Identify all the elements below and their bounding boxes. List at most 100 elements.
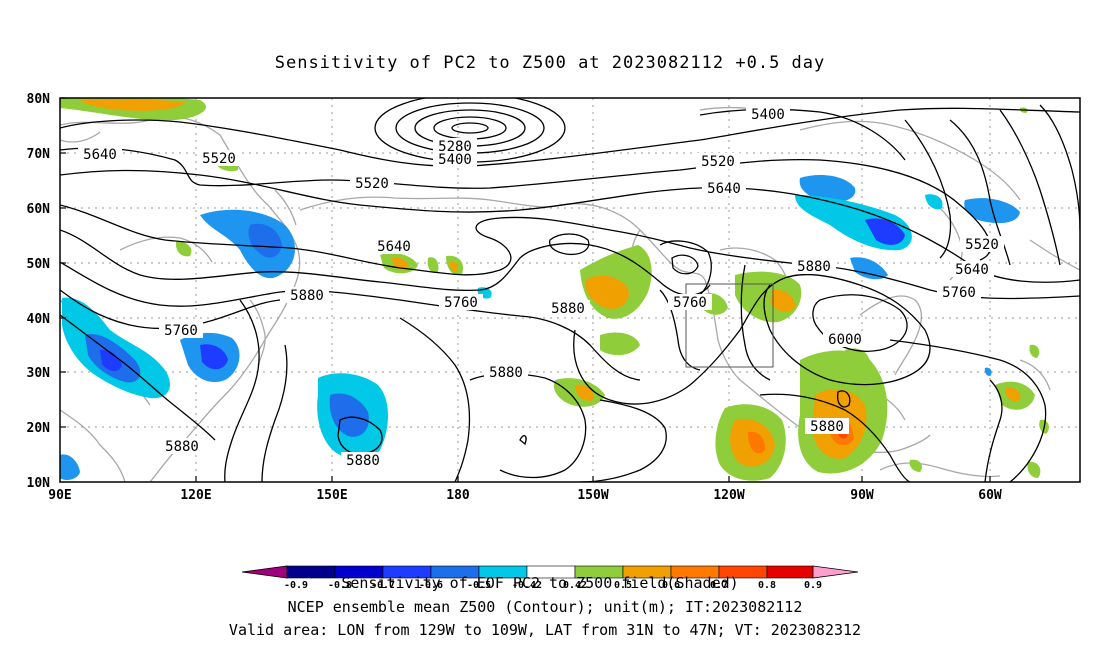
lat-label: 80N: [27, 92, 51, 107]
contour-label: 5400: [746, 106, 790, 123]
svg-text:5760: 5760: [942, 285, 976, 301]
colorbar-tick-label: 0.42: [563, 580, 587, 591]
lon-label: 150E: [316, 488, 347, 503]
svg-text:6000: 6000: [828, 332, 862, 348]
positive-patch: [909, 459, 922, 472]
colorbar-tick-label: 0.9: [804, 580, 822, 591]
positive-patch: [600, 332, 640, 356]
positive-patch: [1005, 387, 1021, 402]
lon-labels: 90E 120E 150E 180 150W 120W 90W 60W: [48, 488, 1002, 503]
contour-label: 5880: [546, 300, 590, 317]
colorbar-tick-label: 0.5: [614, 580, 632, 591]
contour-label: 6000: [823, 331, 867, 348]
svg-text:5760: 5760: [673, 295, 707, 311]
negative-patch: [200, 344, 228, 370]
footer-line-2: NCEP ensemble mean Z500 (Contour); unit(…: [288, 598, 803, 616]
positive-patch: [575, 384, 595, 401]
negative-patch: [865, 218, 905, 245]
negative-patch: [799, 175, 856, 202]
contour-label: 5760: [439, 294, 483, 311]
colorbar-swatch: [286, 565, 336, 579]
axis-ticks: [60, 97, 991, 482]
positive-patch: [80, 98, 185, 111]
colorbar-tick-label: -0.42: [512, 580, 542, 591]
footer: Sensitivity of EOF PC2 to Z500 field(Sha…: [229, 574, 861, 639]
lat-label: 30N: [27, 366, 51, 381]
positive-patch: [845, 348, 871, 374]
lat-labels: 80N 70N 60N 50N 40N 30N 20N 10N: [27, 92, 51, 491]
svg-text:5640: 5640: [955, 262, 989, 278]
contour-label: 5880: [792, 258, 836, 275]
contour-label: 5520: [350, 175, 394, 192]
positive-patch: [1029, 344, 1040, 358]
contour-label: 5640: [372, 238, 416, 255]
footer-line-1: Sensitivity of EOF PC2 to Z500 field(Sha…: [341, 574, 738, 592]
contour-label: 5520: [960, 236, 1004, 253]
lon-label: 60W: [978, 488, 1002, 503]
map-border: [59, 97, 1081, 483]
colorbar-tick-label: -0.7: [371, 580, 395, 591]
contour-label: 5880: [160, 438, 204, 455]
contour-label: 5520: [696, 153, 740, 170]
positive-patch: [770, 289, 796, 312]
negative-patch: [60, 454, 80, 480]
lon-label: 90E: [48, 488, 71, 503]
contour-label: 5640: [702, 180, 746, 197]
contour-label: 5760: [668, 294, 712, 311]
contour-label: 5880: [805, 418, 849, 435]
map-area: 5640 5520 5520 5280 5400 5400 5520 5640 …: [60, 98, 1080, 482]
figure-title: Sensitivity of PC2 to Z500 at 2023082112…: [275, 53, 826, 73]
svg-text:5880: 5880: [489, 365, 523, 381]
colorbar-high-arrow: [812, 565, 859, 579]
positive-patch: [449, 261, 459, 272]
positive-patch: [748, 431, 766, 454]
svg-text:5760: 5760: [444, 295, 478, 311]
colorbar-tick-label: 0.8: [758, 580, 776, 591]
negative-patch: [850, 257, 888, 280]
lat-label: 50N: [27, 257, 51, 272]
lon-label: 90W: [850, 488, 874, 503]
svg-text:5640: 5640: [377, 239, 411, 255]
colorbar-swatch: [766, 565, 814, 579]
svg-text:5520: 5520: [355, 176, 389, 192]
positive-patch: [175, 241, 192, 257]
svg-text:5760: 5760: [164, 323, 198, 339]
lon-label: 120W: [713, 488, 744, 503]
svg-text:5880: 5880: [346, 453, 380, 469]
negative-patch: [100, 349, 122, 372]
positive-patch: [392, 257, 409, 271]
svg-text:5520: 5520: [202, 151, 236, 167]
svg-text:5400: 5400: [438, 152, 472, 168]
contour-labels: 5640 5520 5520 5280 5400 5400 5520 5640 …: [78, 106, 1004, 469]
negative-patch: [248, 223, 282, 258]
colorbar-tick-label: -0.9: [284, 580, 308, 591]
contour-label: 5880: [484, 364, 528, 381]
lat-label: 10N: [27, 476, 51, 491]
shaded-sensitivity: [60, 98, 1049, 481]
contour-label: 5880: [285, 287, 329, 304]
svg-text:5520: 5520: [701, 154, 735, 170]
svg-text:5880: 5880: [290, 288, 324, 304]
svg-text:5520: 5520: [965, 237, 999, 253]
colorbar-tick-label: -0.6: [419, 580, 443, 591]
colorbar-tick-label: 0.6: [662, 580, 680, 591]
colorbar-tick-label: -0.8: [328, 580, 352, 591]
svg-text:5880: 5880: [551, 301, 585, 317]
colorbar-tick-label: -0.5: [467, 580, 491, 591]
colorbar-low-arrow: [241, 565, 288, 579]
lon-label: 120E: [180, 488, 211, 503]
svg-text:5880: 5880: [810, 419, 844, 435]
contour-label: 5760: [937, 284, 981, 301]
contour-label: 5640: [78, 146, 122, 163]
contour-label: 5880: [341, 452, 385, 469]
positive-patch: [427, 257, 439, 274]
lat-label: 70N: [27, 147, 51, 162]
negative-patch: [925, 194, 943, 210]
colorbar: -0.9 -0.8 -0.7 -0.6 -0.5 -0.42 0.42 0.5 …: [241, 565, 859, 591]
svg-text:5640: 5640: [707, 181, 741, 197]
contour-label: 5760: [159, 322, 203, 339]
svg-text:5880: 5880: [165, 439, 199, 455]
footer-line-3: Valid area: LON from 129W to 109W, LAT f…: [229, 621, 861, 639]
contour-label: 5640: [950, 261, 994, 278]
